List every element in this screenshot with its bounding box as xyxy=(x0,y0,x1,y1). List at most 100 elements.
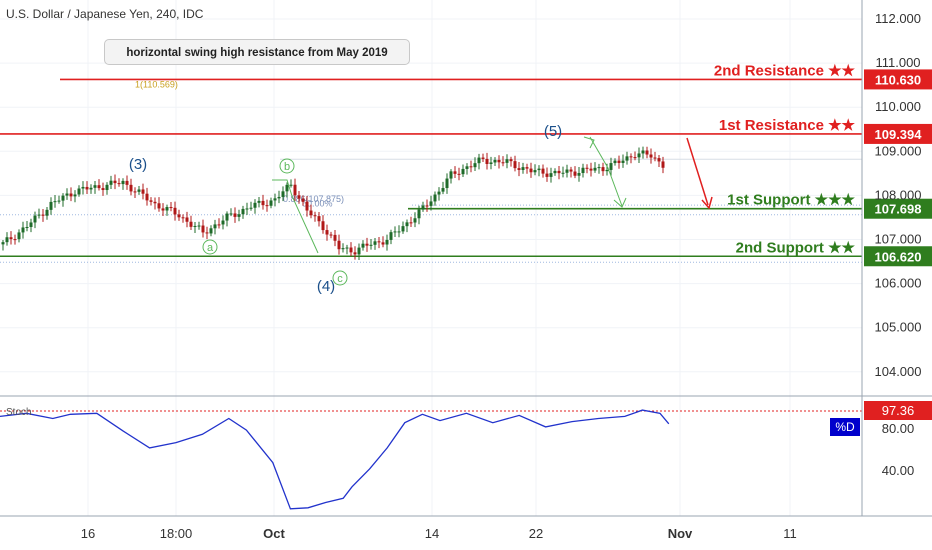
candle-body xyxy=(265,205,269,207)
candle-body xyxy=(633,157,637,159)
candle-body xyxy=(641,150,645,154)
time-axis-label: Oct xyxy=(263,526,285,541)
wave-label: b xyxy=(284,161,290,173)
candle-body xyxy=(477,157,481,164)
candle-body xyxy=(453,171,457,174)
candle-body xyxy=(197,225,201,227)
price-tag-label: 109.394 xyxy=(875,127,923,142)
candle-body xyxy=(29,222,33,228)
candle-body xyxy=(153,201,157,204)
candle-body xyxy=(461,168,465,175)
candle-body xyxy=(297,195,301,199)
candle-body xyxy=(449,171,453,179)
candle-body xyxy=(141,189,145,194)
candle-body xyxy=(69,193,73,197)
candle-body xyxy=(501,162,505,164)
candle-body xyxy=(205,232,209,234)
candle-body xyxy=(537,168,541,171)
price-axis-tick: 104.000 xyxy=(875,364,922,379)
candle-body xyxy=(313,215,317,217)
candle-body xyxy=(529,168,533,173)
candle-body xyxy=(257,200,261,203)
candle-body xyxy=(185,217,189,222)
candle-body xyxy=(337,240,341,250)
price-tag-label: 107.698 xyxy=(875,202,922,217)
level-name-label: 1st Resistance ★★ xyxy=(719,117,856,134)
candle-body xyxy=(445,178,449,189)
candle-body xyxy=(377,241,381,243)
candle-body xyxy=(181,217,185,219)
time-axis-label: 11 xyxy=(783,526,797,541)
wave-label: (5) xyxy=(544,123,562,140)
stoch-value-tag-bg xyxy=(864,401,932,420)
candle-body xyxy=(229,213,233,215)
candle-body xyxy=(241,208,245,215)
stoch-d-line xyxy=(0,409,670,510)
candle-body xyxy=(193,225,197,227)
candle-body xyxy=(101,188,105,191)
candle-body xyxy=(629,156,633,158)
candle-body xyxy=(217,224,221,226)
candle-body xyxy=(269,200,273,206)
candle-body xyxy=(525,167,529,169)
price-axis-tick: 107.000 xyxy=(875,232,922,247)
price-tag-bg xyxy=(864,198,932,219)
candle-body xyxy=(605,169,609,172)
candle-body xyxy=(145,193,149,201)
candle-body xyxy=(213,224,217,229)
candle-body xyxy=(61,195,65,201)
projection-arrow xyxy=(686,137,709,206)
candle-body xyxy=(401,226,405,232)
fib-percent-label: 50.00% xyxy=(302,198,333,208)
candle-body xyxy=(169,207,173,209)
level-lines: 2nd Resistance ★★ 110.630 1st Resistance ★… xyxy=(0,62,932,267)
candle-body xyxy=(209,228,213,234)
candle-body xyxy=(385,239,389,245)
candle-body xyxy=(437,191,441,195)
level-name-label: 2nd Support ★★ xyxy=(736,239,856,256)
candle-body xyxy=(149,200,153,202)
candle-body xyxy=(373,241,377,245)
callout-reference-label: 1(110.569) xyxy=(135,79,178,89)
candle-body xyxy=(25,227,29,229)
candle-body xyxy=(305,201,309,211)
candle-body xyxy=(489,162,493,164)
candle-body xyxy=(333,234,337,241)
candle-body xyxy=(409,222,413,224)
candle-body xyxy=(121,180,125,185)
candle-body xyxy=(73,194,77,197)
candle-body xyxy=(157,203,161,209)
candle-body xyxy=(381,242,385,245)
candle-body xyxy=(281,191,285,197)
candle-body xyxy=(261,200,265,206)
candle-body xyxy=(201,225,205,233)
candle-body xyxy=(469,166,473,168)
candle-body xyxy=(585,167,589,169)
price-axis-tick: 108.000 xyxy=(875,187,922,202)
candle-body xyxy=(589,168,593,171)
candle-body xyxy=(441,188,445,192)
candle-body xyxy=(97,185,101,189)
stoch-value-label: 97.36 xyxy=(882,403,915,418)
candle-body xyxy=(509,159,513,162)
price-tag-bg xyxy=(864,69,932,90)
candle-body xyxy=(481,157,485,159)
wave-path-line xyxy=(589,136,623,207)
candle-body xyxy=(581,167,585,174)
candle-body xyxy=(249,207,253,209)
price-axis-tick: 109.000 xyxy=(875,143,922,158)
candle-body xyxy=(17,232,21,240)
fib-level-label: 0.886(107.875) xyxy=(283,194,344,204)
candle-body xyxy=(237,214,241,217)
candle-body xyxy=(497,159,501,163)
candle-body xyxy=(9,237,13,240)
candle-body xyxy=(65,193,69,196)
stoch-axis-tick: 80.00 xyxy=(882,421,915,436)
candle-body xyxy=(485,158,489,164)
candle-body xyxy=(85,186,89,190)
candle-body xyxy=(505,159,509,163)
candle-body xyxy=(517,168,521,171)
